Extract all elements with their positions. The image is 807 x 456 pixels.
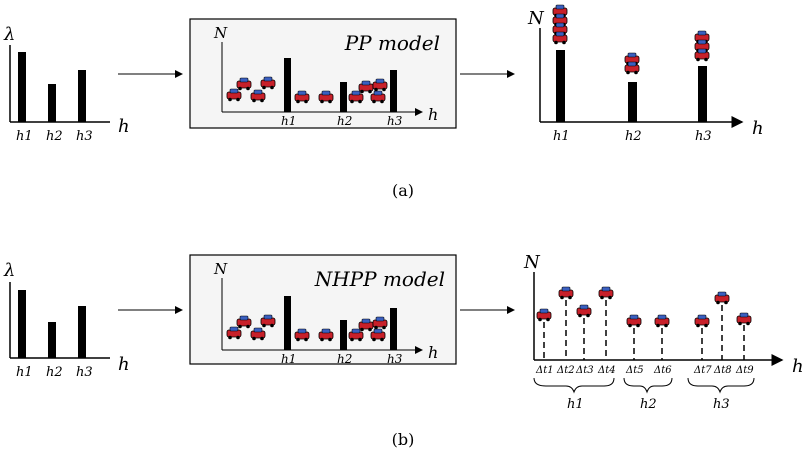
tick-h3: h3 (76, 365, 93, 380)
bar-h3 (78, 70, 86, 122)
dt-label: Δt6 (653, 365, 672, 376)
dt-label: Δt2 (556, 365, 575, 376)
tick-h2: h2 (46, 129, 63, 144)
input-histogram-a: λ h h1 h2 h3 (3, 24, 130, 144)
out-bar-h3 (698, 66, 707, 122)
bar-h1 (18, 290, 26, 358)
output-timeline-b: N h Δt1 (523, 252, 804, 412)
model-tick-h3: h3 (387, 352, 403, 366)
out-bar-h1 (556, 50, 565, 122)
model-tick-h1: h1 (281, 114, 296, 128)
input-histogram-b: λ h h1 h2 h3 (3, 260, 130, 380)
dt-labels: Δt1 Δt2 Δt3 Δt4 Δt5 Δt6 Δt7 Δt8 Δt9 (535, 365, 754, 376)
dt-label: Δt9 (735, 365, 754, 376)
model-box-a: PP model N h h1 h2 h3 (189, 18, 457, 129)
out-h-label: h (792, 356, 804, 377)
out-h-label: h (752, 118, 764, 139)
group-label-h1: h1 (567, 397, 584, 412)
brace-h3 (687, 377, 755, 394)
model-bar-h1 (284, 58, 291, 112)
tick-h3: h3 (76, 129, 93, 144)
event-lines (543, 300, 745, 360)
panel-a: λ h h1 h2 h3 PP model N h h1 h2 h3 (3, 4, 764, 200)
bar-h3 (78, 306, 86, 358)
output-plot-a: N h h1 h2 h3 (527, 4, 764, 144)
model-n-label: N (213, 24, 228, 42)
out-n-label: N (527, 8, 545, 29)
model-n-label: N (213, 260, 228, 278)
tick-h2: h2 (46, 365, 63, 380)
h-label: h (118, 354, 130, 375)
bar-h2 (48, 84, 56, 122)
dt-label: Δt1 (535, 365, 554, 376)
brace-h1 (533, 377, 615, 394)
model-box-b: NHPP model N h h1 h2 h3 (189, 254, 457, 366)
brace-h2 (623, 377, 673, 394)
lambda-label: λ (3, 260, 15, 281)
model-box-frame (189, 18, 457, 129)
group-braces (533, 377, 755, 394)
tick-h1: h1 (16, 365, 33, 380)
dt-label: Δt4 (597, 365, 616, 376)
dt-label: Δt8 (713, 365, 732, 376)
caption-b: (b) (392, 430, 415, 449)
model-bar-h2 (340, 82, 347, 112)
dt-label: Δt5 (625, 365, 644, 376)
dt-label: Δt3 (575, 365, 594, 376)
bar-h2 (48, 322, 56, 358)
model-box-frame (189, 254, 457, 365)
car-icon (552, 4, 710, 75)
model-tick-h3: h3 (387, 114, 403, 128)
model-bar-h3 (390, 70, 397, 112)
out-n-label: N (523, 252, 541, 273)
tick-h1: h1 (16, 129, 33, 144)
model-h-label: h (428, 343, 438, 362)
model-tick-h2: h2 (337, 114, 352, 128)
out-tick-h3: h3 (695, 129, 712, 144)
lambda-label: λ (3, 24, 15, 45)
model-title: PP model (344, 31, 440, 55)
out-bar-h2 (628, 82, 637, 122)
model-tick-h2: h2 (337, 352, 352, 366)
model-tick-h1: h1 (281, 352, 296, 366)
car-icon (536, 286, 752, 328)
out-tick-h1: h1 (553, 129, 570, 144)
group-label-h2: h2 (640, 397, 657, 412)
model-h-label: h (428, 105, 438, 124)
out-tick-h2: h2 (625, 129, 642, 144)
model-title: NHPP model (314, 267, 445, 291)
group-label-h3: h3 (713, 397, 730, 412)
caption-a: (a) (392, 181, 414, 200)
h-label: h (118, 116, 130, 137)
model-bar-h3 (390, 308, 397, 350)
panel-b: λ h h1 h2 h3 NHPP model N h h1 h2 h3 (3, 252, 804, 449)
bar-h1 (18, 52, 26, 122)
model-bar-h2 (340, 320, 347, 350)
dt-label: Δt7 (693, 365, 712, 376)
model-bar-h1 (284, 296, 291, 350)
